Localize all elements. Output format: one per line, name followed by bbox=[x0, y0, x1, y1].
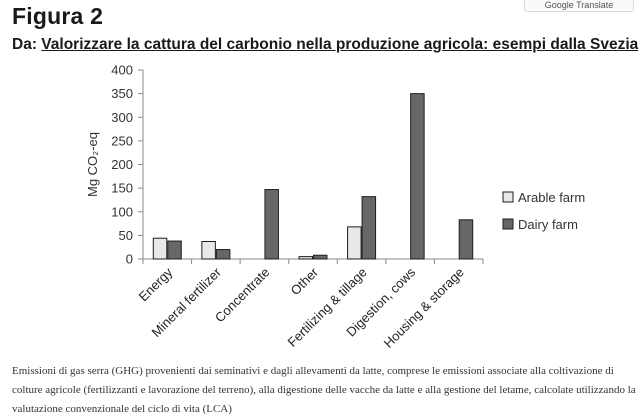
y-tick-label: 400 bbox=[111, 63, 133, 78]
y-tick-label: 300 bbox=[111, 110, 133, 125]
y-tick-label: 100 bbox=[111, 204, 133, 219]
x-category-label: Energy bbox=[136, 264, 176, 304]
google-translate-badge[interactable]: Google Translate bbox=[524, 0, 634, 12]
figure-caption: Emissioni di gas serra (GHG) provenienti… bbox=[12, 365, 636, 415]
legend-swatch bbox=[502, 191, 514, 203]
bar-dairy-farm bbox=[313, 254, 328, 260]
bar-arable-farm bbox=[201, 241, 216, 260]
y-tick-label: 250 bbox=[111, 133, 133, 148]
y-axis-label: Mg CO₂-eq bbox=[85, 132, 100, 197]
bar-dairy-farm bbox=[361, 196, 377, 260]
figure-title: Figura 2 bbox=[12, 3, 104, 29]
figure-subtitle: Da: Valorizzare la cattura del carbonio … bbox=[12, 36, 638, 54]
legend-entry: Dairy farm bbox=[518, 217, 578, 232]
bar-dairy-farm bbox=[264, 189, 279, 260]
y-tick-label: 200 bbox=[111, 157, 133, 172]
subtitle-source-link[interactable]: Valorizzare la cattura del carbonio nell… bbox=[41, 36, 639, 53]
legend-swatch bbox=[502, 218, 514, 230]
bar-arable-farm bbox=[347, 226, 362, 260]
bar-dairy-farm bbox=[458, 219, 474, 260]
subtitle-prefix: Da: bbox=[12, 36, 42, 53]
y-tick-label: 0 bbox=[126, 252, 133, 267]
bar-dairy-farm bbox=[167, 240, 182, 260]
y-tick-label: 50 bbox=[119, 228, 133, 243]
legend-entry: Arable farm bbox=[518, 190, 585, 205]
bar-dairy-farm bbox=[410, 93, 425, 260]
y-tick-label: 350 bbox=[111, 86, 133, 101]
y-tick-label: 150 bbox=[111, 181, 133, 196]
bar-arable-farm bbox=[298, 256, 313, 260]
bar-dairy-farm bbox=[215, 249, 231, 260]
x-category-label: Other bbox=[288, 264, 322, 298]
bar-arable-farm bbox=[152, 237, 168, 260]
